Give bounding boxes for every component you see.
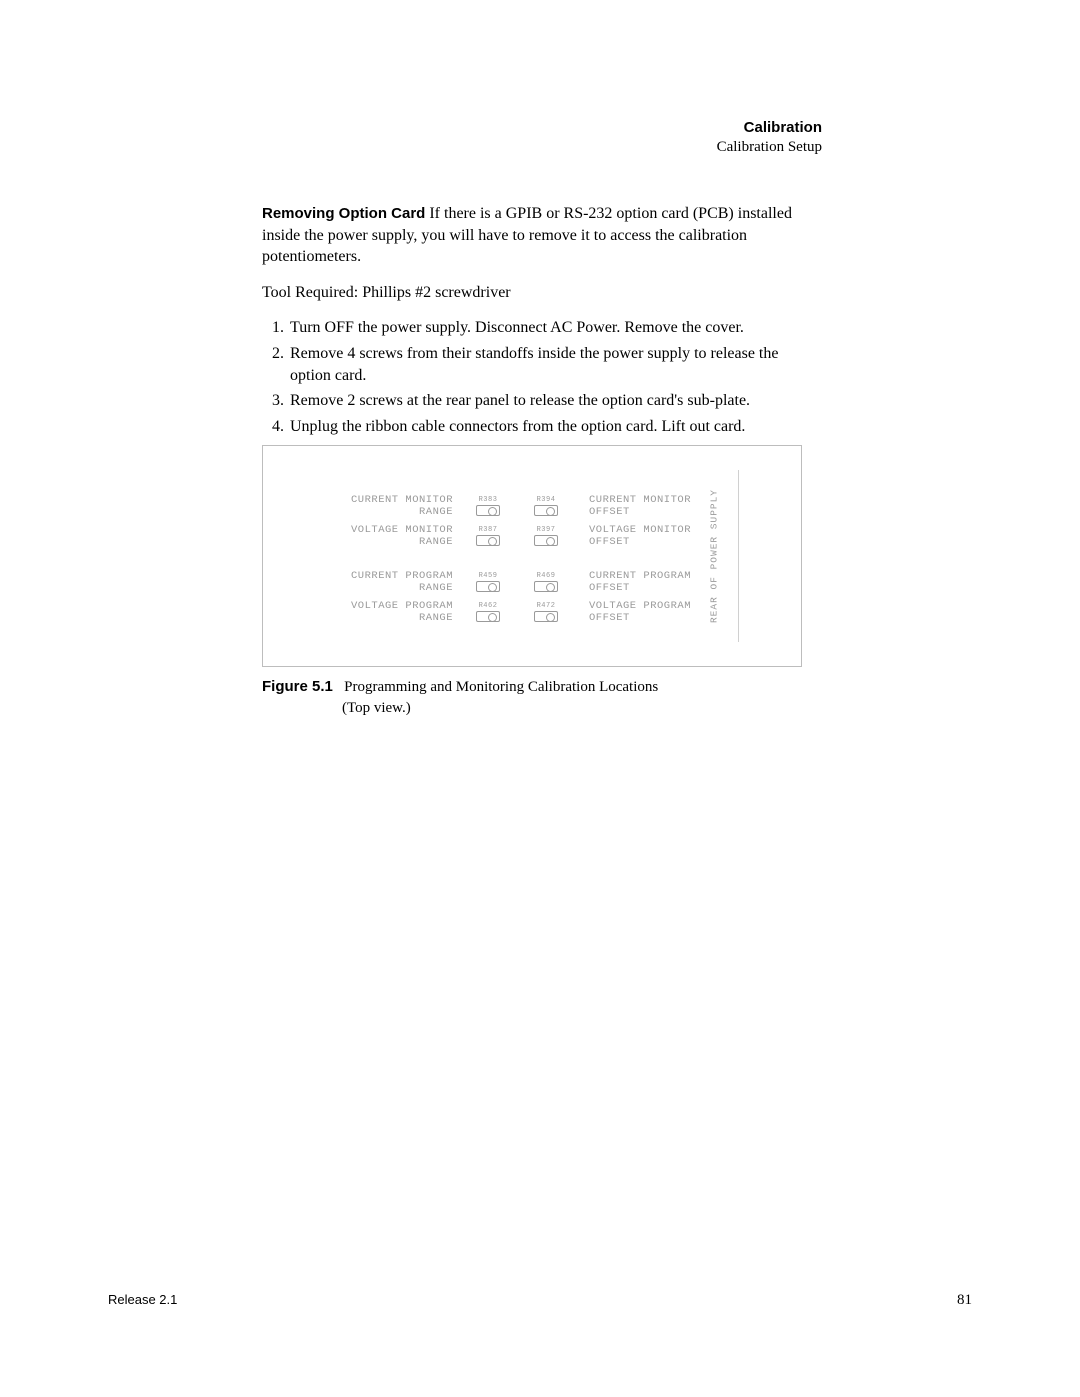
pot-icon	[534, 535, 558, 546]
page-footer: Release 2.1 81	[108, 1292, 972, 1309]
pot-row: VOLTAGE PROGRAMRANGE R462 R472 VOLTAGE PROG…	[263, 600, 801, 624]
pot-icon	[534, 505, 558, 516]
pot-left-label: CURRENT PROGRAMRANGE	[263, 570, 461, 594]
step-4: Unplug the ribbon cable connectors from …	[288, 416, 822, 438]
pot-icon	[476, 581, 500, 592]
pot-id: R397	[532, 527, 560, 534]
removing-option-card-para: Removing Option Card If there is a GPIB …	[262, 203, 822, 268]
header-subtitle: Calibration Setup	[262, 138, 822, 158]
pot-icon	[476, 611, 500, 622]
figure-divider	[738, 470, 739, 642]
pot-right-label: VOLTAGE PROGRAMOFFSET	[573, 600, 691, 624]
figure-caption-main: Programming and Monitoring Calibration L…	[344, 679, 658, 695]
steps-list: Turn OFF the power supply. Disconnect AC…	[262, 317, 822, 437]
page-content: Calibration Calibration Setup Removing O…	[262, 118, 822, 718]
pot-icon	[534, 611, 558, 622]
step-2: Remove 4 screws from their standoffs ins…	[288, 343, 822, 386]
figure-caption-text	[337, 679, 345, 695]
figure-caption-line2: (Top view.)	[262, 698, 822, 718]
potentiometer: R387	[474, 527, 502, 546]
figure-caption: Figure 5.1 Programming and Monitoring Ca…	[262, 677, 822, 718]
pot-left-label: CURRENT MONITORRANGE	[263, 494, 461, 518]
pot-left-label: VOLTAGE MONITORRANGE	[263, 524, 461, 548]
header-title: Calibration	[262, 118, 822, 138]
pot-right-label: VOLTAGE MONITOROFFSET	[573, 524, 691, 548]
pot-id: R472	[532, 603, 560, 610]
potentiometer: R459	[474, 573, 502, 592]
pot-icon	[476, 505, 500, 516]
pot-pair: R387 R397	[461, 527, 573, 546]
pot-id: R394	[532, 497, 560, 504]
section-lead: Removing Option Card	[262, 205, 425, 222]
pot-right-label: CURRENT PROGRAMOFFSET	[573, 570, 691, 594]
pot-row: CURRENT PROGRAMRANGE R459 R469 CURRENT PROG…	[263, 570, 801, 594]
pot-row: VOLTAGE MONITORRANGE R387 R397 VOLTAGE MONI…	[263, 524, 801, 548]
pot-icon	[476, 535, 500, 546]
potentiometer: R383	[474, 497, 502, 516]
potentiometer: R469	[532, 573, 560, 592]
page-header: Calibration Calibration Setup	[262, 118, 822, 157]
figure-side-label: REAR OF POWER SUPPLY	[708, 489, 719, 623]
figure-rows-container: CURRENT MONITORRANGE R383 R394 CURRENT MONI…	[263, 446, 801, 666]
pot-id: R462	[474, 603, 502, 610]
figure-label: Figure 5.1	[262, 678, 333, 695]
step-1: Turn OFF the power supply. Disconnect AC…	[288, 317, 822, 339]
pot-id: R469	[532, 573, 560, 580]
release-label: Release 2.1	[108, 1292, 177, 1309]
pot-right-label: CURRENT MONITOROFFSET	[573, 494, 691, 518]
pot-pair: R459 R469	[461, 573, 573, 592]
step-3: Remove 2 screws at the rear panel to rel…	[288, 390, 822, 412]
potentiometer: R397	[532, 527, 560, 546]
pot-left-label: VOLTAGE PROGRAMRANGE	[263, 600, 461, 624]
tool-required: Tool Required: Phillips #2 screwdriver	[262, 282, 822, 304]
pot-id: R383	[474, 497, 502, 504]
pot-icon	[534, 581, 558, 592]
page-number: 81	[957, 1292, 972, 1309]
potentiometer: R394	[532, 497, 560, 516]
pot-row: CURRENT MONITORRANGE R383 R394 CURRENT MONI…	[263, 494, 801, 518]
pot-pair: R383 R394	[461, 497, 573, 516]
pot-id: R387	[474, 527, 502, 534]
potentiometer: R472	[532, 603, 560, 622]
pot-id: R459	[474, 573, 502, 580]
figure-5-1: CURRENT MONITORRANGE R383 R394 CURRENT MONI…	[262, 445, 802, 667]
pot-pair: R462 R472	[461, 603, 573, 622]
potentiometer: R462	[474, 603, 502, 622]
